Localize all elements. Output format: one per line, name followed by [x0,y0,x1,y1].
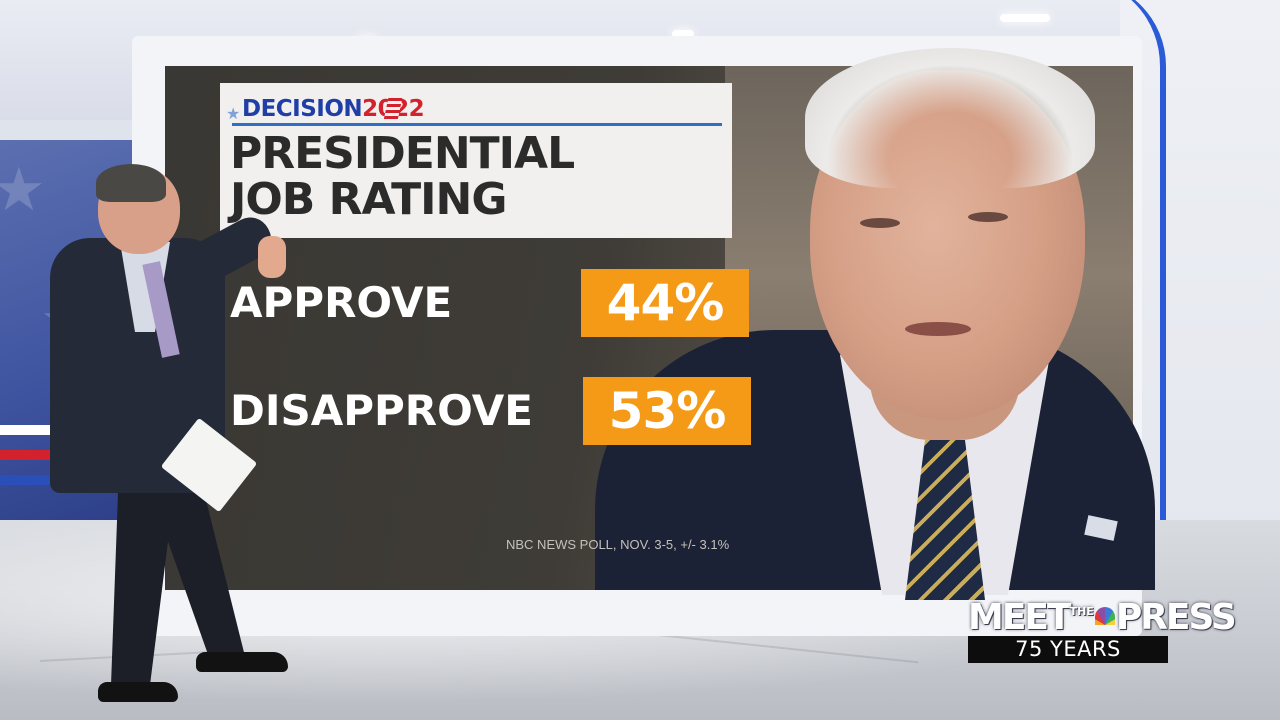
logo-press: PRESS [1115,597,1237,638]
decision-word: DECISION [242,96,363,122]
presenter-hand [258,236,286,278]
decision-star-icon: ★ [226,104,241,123]
meet-the-press-logo: MEETTHE PRESS [968,588,1237,638]
presenter-shoe [98,682,178,702]
star-icon: ★ [0,155,46,225]
anniversary-banner: 75 YEARS [968,636,1168,663]
photo-eye [968,212,1008,222]
title-line-1: PRESIDENTIAL [230,128,575,179]
graphic-title: PRESIDENTIAL JOB RATING [230,131,720,223]
disapprove-label: DISAPPROVE [230,386,533,435]
title-card [220,83,732,238]
photo-eye [860,218,900,228]
poll-source: NBC NEWS POLL, NOV. 3-5, +/- 3.1% [506,537,730,552]
nbc-peacock-icon [1094,607,1115,625]
studio-blue-trim [1080,0,1166,680]
ceiling-light [1000,14,1050,22]
logo-meet: MEET [968,597,1072,638]
approve-label: APPROVE [230,278,453,327]
photo-mouth [905,322,971,336]
disapprove-value: 53% [583,377,751,445]
ceiling-light [672,30,694,38]
photo-hair [805,48,1095,188]
logo-the: THE [1069,605,1094,618]
title-line-2: JOB RATING [230,174,507,225]
presenter-hair [96,164,166,202]
title-rule [232,123,722,126]
approve-value: 44% [581,269,749,337]
presenter-shoe [196,652,288,672]
